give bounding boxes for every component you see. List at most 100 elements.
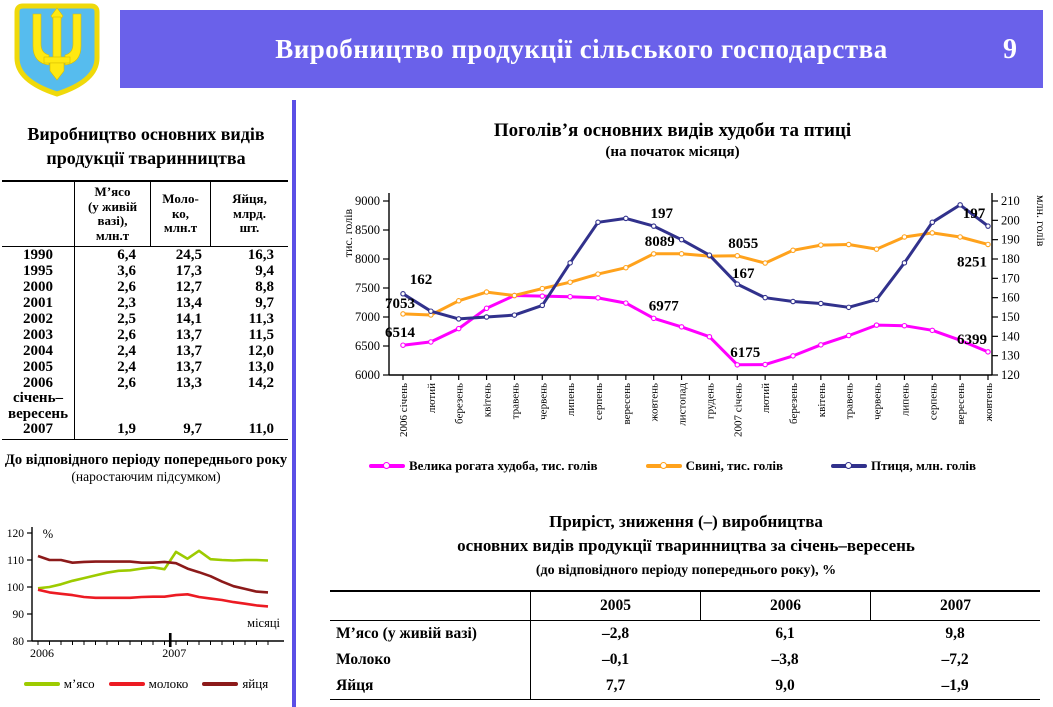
left-tick-label: 7000 <box>355 310 380 324</box>
data-point-marker <box>845 304 852 311</box>
x-tick-label: липень <box>899 383 911 416</box>
yoy-line-chart: 80 90 100 110 120 2006 2007% місяці <box>7 527 284 660</box>
data-point-marker <box>790 298 796 305</box>
data-point-marker <box>428 339 434 345</box>
table-row: 2001 2,3 13,4 9,7 <box>2 295 288 311</box>
right-tick-label: 130 <box>1001 349 1020 363</box>
value-cell: 13,7 <box>175 343 202 359</box>
value-cell: 2,6 <box>117 327 136 343</box>
value-cell: 2,3 <box>117 295 136 311</box>
value-cell: –1,9 <box>941 677 969 694</box>
y-axis-unit-label: % <box>43 527 53 541</box>
legend-marker-cattle <box>382 462 390 469</box>
data-point-marker <box>790 247 796 254</box>
legend-line-poultry <box>831 462 868 469</box>
legend-line-meat <box>23 682 60 686</box>
growth-table-header: 2005 2006 2007 <box>330 590 1040 621</box>
x-tick-label: жовтень <box>983 383 995 422</box>
right-tick-label: 170 <box>1001 271 1020 285</box>
x-tick-label: 2006 січень <box>398 383 410 437</box>
legend-label-meat: м’ясо <box>63 676 95 691</box>
x-tick-label: серпень <box>927 383 939 420</box>
data-point-marker <box>595 271 601 277</box>
header-cell: М’ясо (у живій вазі), млн.т <box>75 182 150 246</box>
data-point-marker <box>762 361 768 368</box>
y-tick-label: 90 <box>13 609 25 621</box>
value-cell: 13,7 <box>175 359 202 375</box>
value-cell: 6,4 <box>117 247 136 263</box>
slide-title: Виробництво продукції сільського господа… <box>275 33 888 64</box>
data-point-marker <box>650 315 657 322</box>
data-point-marker <box>929 327 936 334</box>
y-tick-label: 120 <box>7 528 25 540</box>
row-label-cell: Яйця <box>336 677 374 694</box>
value-cell: 17,3 <box>175 263 202 279</box>
data-label: 197 <box>963 206 986 222</box>
data-point-marker <box>818 342 824 348</box>
data-point-marker <box>985 349 991 355</box>
value-cell: 9,7 <box>255 295 274 311</box>
legend-item-poultry: Птиця, млн. голів <box>831 458 976 474</box>
value-cell: 2,5 <box>117 311 136 327</box>
table-row: 1990 6,4 24,5 16,3 <box>2 247 288 263</box>
data-point-marker <box>929 219 936 226</box>
value-text: 11,0 <box>248 421 274 437</box>
series-line-poultry <box>402 203 989 321</box>
year-cell: 2000 <box>2 279 75 295</box>
value-cell: 14,2 <box>247 375 274 391</box>
x-tick-label: травень <box>844 383 856 419</box>
x-tick-label: червень <box>872 383 884 420</box>
data-label: 7053 <box>385 296 415 312</box>
value-cell: 12,7 <box>175 279 202 295</box>
legend-line-pigs <box>645 462 682 469</box>
data-point-marker <box>901 260 908 266</box>
data-label: 6977 <box>649 298 680 314</box>
data-point-marker <box>567 260 573 266</box>
data-point-marker <box>901 234 908 240</box>
x-tick-label: березень <box>454 383 466 424</box>
legend-line-cattle <box>368 462 405 469</box>
year-cell: 2005 <box>2 359 75 375</box>
data-point-marker <box>678 236 685 243</box>
data-point-marker <box>567 279 573 285</box>
data-point-marker <box>790 353 796 359</box>
data-point-marker <box>428 308 434 314</box>
ukraine-coat-of-arms <box>14 3 100 97</box>
data-point-marker <box>929 230 936 236</box>
growth-table-title-line1: Приріст, зниження (–) виробництва <box>549 512 823 531</box>
data-point-marker <box>985 223 991 229</box>
header-cell-empty <box>330 592 530 620</box>
data-label: 6175 <box>730 345 760 361</box>
value-cell: 11,0 <box>210 391 288 439</box>
data-point-marker <box>873 246 880 252</box>
data-point-marker <box>595 295 601 301</box>
header-cell-line: млрд. <box>232 205 267 221</box>
header-cell-line: М’ясо <box>94 184 131 199</box>
x-tick-label: березень <box>788 383 800 424</box>
data-point-marker <box>400 342 406 348</box>
data-point-marker <box>455 316 462 322</box>
right-tick-label: 140 <box>1001 329 1020 343</box>
right-tick-label: 160 <box>1001 291 1020 305</box>
y-tick-label: 110 <box>7 555 24 567</box>
legend-item-cattle: Велика рогата худоба, тис. голів <box>368 458 598 474</box>
value-cell: 11,3 <box>248 311 274 327</box>
year-cell: 2002 <box>2 311 75 327</box>
data-point-marker <box>400 291 406 297</box>
year-cell: 2001 <box>2 295 75 311</box>
x-tick-label: листопад <box>677 383 689 426</box>
growth-table-title-line3: (до відповідного періоду попереднього ро… <box>535 563 837 578</box>
legend-label-cattle: Велика рогата худоба, тис. голів <box>408 458 598 473</box>
value-cell: 24,5 <box>175 247 202 263</box>
legend-marker-pigs <box>659 462 667 469</box>
data-point-marker <box>511 312 518 318</box>
x-tick-label: червень <box>537 383 549 420</box>
value-text: 1,9 <box>117 421 136 437</box>
value-cell: 2,6 <box>117 279 136 295</box>
row-label-cell: Молоко <box>336 651 391 668</box>
header-cell-year: 2006 <box>700 592 870 620</box>
value-cell: 13,0 <box>247 359 274 375</box>
header-cell-line: Моло- <box>162 191 199 207</box>
right-tick-label: 180 <box>1001 252 1020 266</box>
